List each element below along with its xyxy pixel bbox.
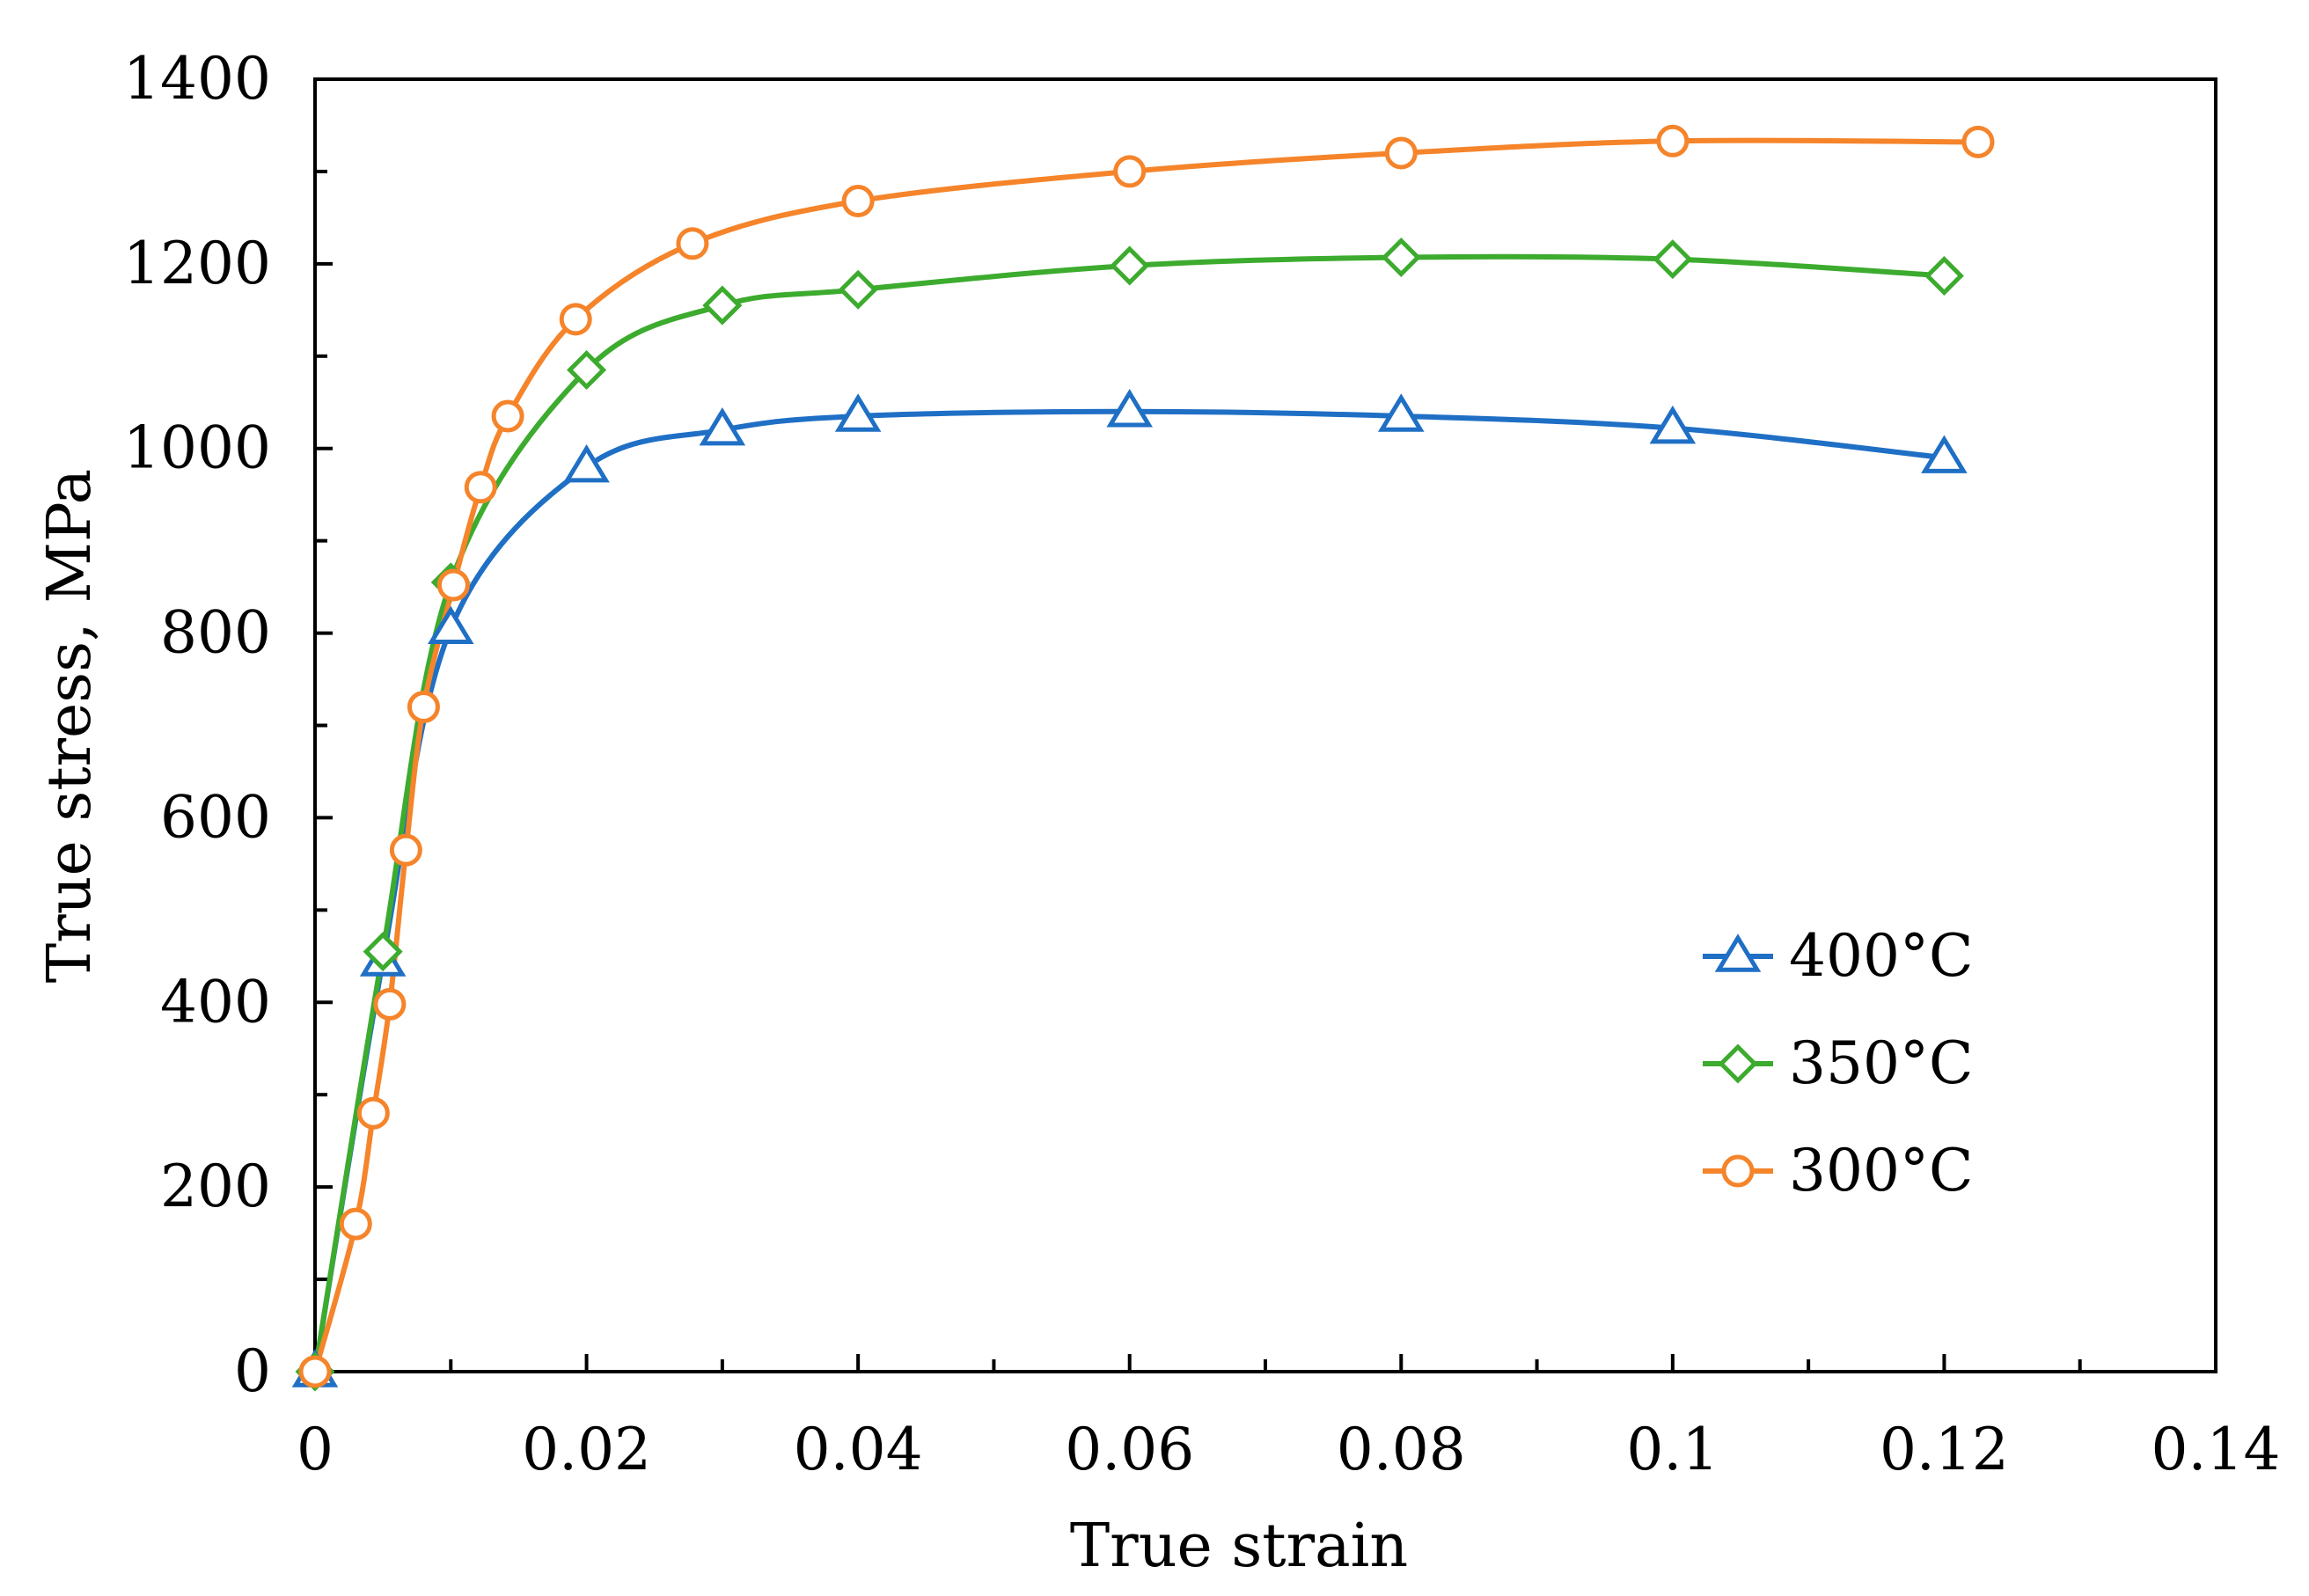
y-axis-title: True stress, MPa (35, 469, 105, 983)
data-point-circle (1656, 124, 1690, 157)
y-axis-tick-labels: 0 200 400 600 800 1000 1200 1400 (123, 45, 271, 1405)
data-point-diamond (1381, 237, 1421, 278)
y-tick-label: 0 (234, 1337, 271, 1405)
data-point-diamond (1924, 255, 1964, 297)
data-point-diamond (363, 932, 403, 972)
data-point-triangle (428, 605, 474, 645)
x-tick-label: 0.08 (1337, 1416, 1466, 1483)
data-point-circle (389, 833, 422, 867)
x-axis-title: True strain (1070, 1512, 1408, 1581)
data-point-triangle (1921, 435, 1968, 473)
data-point-triangle (1649, 405, 1697, 444)
data-point-circle (1384, 136, 1418, 170)
x-tick-label: 0.02 (522, 1416, 651, 1483)
series-markers (291, 124, 1995, 1392)
data-point-triangle (834, 393, 882, 432)
legend-marker-diamond (1718, 1043, 1758, 1084)
data-point-circle (407, 691, 440, 724)
y-tick-label: 1000 (123, 414, 271, 482)
data-point-triangle (563, 443, 610, 483)
x-tick-label: 0 (297, 1416, 334, 1483)
y-tick-label: 200 (160, 1153, 271, 1220)
x-tick-label: 0.14 (2151, 1416, 2281, 1483)
x-axis-ticks (313, 1354, 2217, 1372)
y-tick-label: 400 (160, 968, 271, 1036)
data-point-circle (356, 1096, 390, 1130)
y-tick-label: 1200 (123, 230, 271, 297)
data-point-circle (559, 303, 592, 336)
data-point-circle (1961, 125, 1995, 158)
data-point-diamond (567, 349, 607, 391)
y-tick-label: 800 (160, 599, 271, 667)
data-point-triangle (1106, 389, 1153, 428)
data-point-circle (373, 987, 407, 1021)
data-point-circle (339, 1207, 372, 1241)
data-point-circle (491, 399, 524, 433)
data-point-diamond (702, 285, 743, 326)
legend: 400°C 350°C 300°C (1703, 922, 1973, 1204)
legend-marker-circle (1721, 1154, 1755, 1188)
data-point-triangle (1378, 393, 1425, 432)
data-point-circle (464, 471, 497, 504)
y-tick-label: 600 (160, 783, 271, 851)
data-point-circle (1113, 155, 1147, 188)
x-axis-tick-labels: 0 0.02 0.04 0.06 0.08 0.1 0.12 0.14 (297, 1416, 2280, 1483)
data-point-circle (841, 185, 875, 218)
legend-marker-triangle (1714, 933, 1762, 972)
y-tick-label: 1400 (123, 45, 271, 113)
data-point-circle (298, 1355, 332, 1388)
data-point-circle (676, 227, 709, 260)
x-tick-label: 0.06 (1065, 1416, 1194, 1483)
data-point-diamond (1653, 239, 1693, 280)
x-tick-label: 0.12 (1880, 1416, 2009, 1483)
x-tick-label: 0.1 (1626, 1416, 1719, 1483)
x-tick-label: 0.04 (794, 1416, 923, 1483)
legend-label: 350°C (1789, 1029, 1973, 1097)
legend-label: 300°C (1789, 1137, 1973, 1204)
data-point-triangle (699, 407, 746, 446)
legend-label: 400°C (1789, 922, 1973, 990)
data-point-circle (436, 568, 470, 602)
data-point-diamond (1110, 245, 1150, 286)
data-point-diamond (838, 269, 878, 310)
